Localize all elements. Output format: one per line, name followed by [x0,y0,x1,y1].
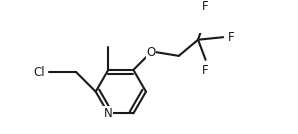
Text: Cl: Cl [34,66,46,79]
Text: O: O [147,46,156,59]
Text: N: N [104,107,113,120]
Text: F: F [202,64,209,77]
Text: F: F [202,0,209,13]
Text: F: F [228,31,234,44]
